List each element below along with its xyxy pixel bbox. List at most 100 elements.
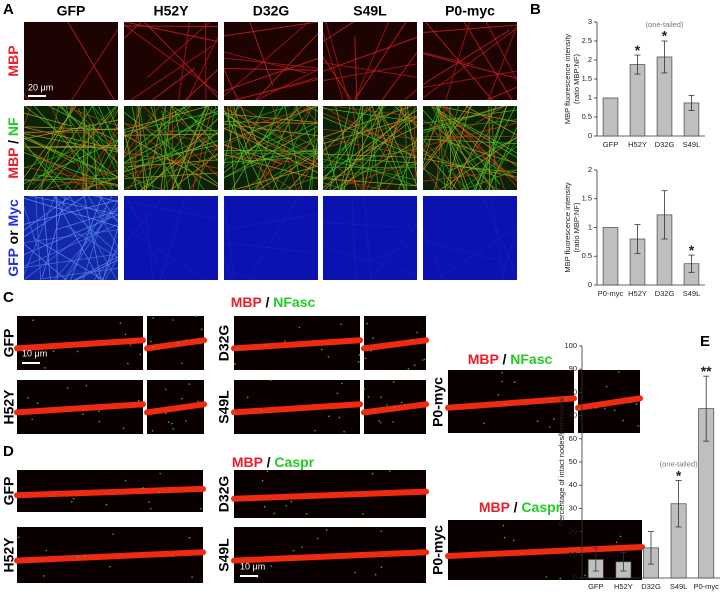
fiber: [141, 106, 209, 190]
fiber: [323, 128, 417, 139]
puncta: [595, 407, 597, 409]
fiber: [323, 106, 374, 152]
fiber: [366, 106, 407, 190]
puncta: [181, 397, 183, 400]
puncta: [370, 350, 372, 352]
fiber: [381, 51, 417, 100]
puncta: [410, 339, 413, 342]
fiber: [124, 106, 210, 131]
y-tick-label: 0: [573, 573, 577, 582]
heading-part: /: [262, 294, 274, 310]
fiber: [159, 106, 218, 152]
fiber: [423, 106, 505, 132]
fiber: [423, 229, 444, 280]
puncta: [265, 344, 267, 346]
fiber: [398, 106, 417, 126]
puncta: [184, 420, 187, 422]
fiber: [460, 169, 517, 190]
row-label-part: MBP: [5, 148, 21, 179]
fiber: [224, 22, 318, 37]
error-bar: [634, 224, 641, 254]
fiber: [57, 106, 118, 153]
fiber: [460, 145, 517, 190]
puncta: [43, 367, 46, 369]
fiber: [233, 106, 251, 160]
fiber: [325, 22, 349, 100]
fiber: [162, 133, 201, 190]
fiber: [124, 122, 164, 151]
puncta: [45, 549, 48, 552]
x-tick-label: GFP: [588, 582, 603, 591]
fiber: [125, 228, 207, 280]
fiber: [32, 108, 118, 190]
fiber: [128, 159, 218, 167]
panel-label: D: [3, 443, 14, 460]
puncta: [109, 565, 111, 568]
fiber: [94, 122, 118, 178]
image-label: S49L: [216, 390, 232, 424]
puncta: [372, 337, 374, 339]
fiber: [385, 144, 417, 190]
fiber: [361, 106, 364, 190]
fiber: [24, 179, 118, 187]
fiber: [484, 139, 517, 190]
y-tick-label: 3: [588, 17, 592, 26]
heading-part: NFasc: [510, 351, 552, 367]
fibers: [224, 106, 318, 190]
fiber: [24, 205, 39, 248]
fiber: [236, 106, 318, 149]
fiber: [83, 106, 118, 175]
note: (one-tailed): [646, 20, 684, 29]
x-tick-label: P0-myc: [693, 582, 719, 591]
y-tick-label: 1: [588, 222, 592, 231]
y-tick-label: 80: [569, 387, 577, 396]
fiber: [82, 207, 107, 280]
puncta: [199, 342, 201, 345]
fiber: [197, 106, 217, 190]
fiber: [24, 106, 118, 179]
fibers: [323, 106, 417, 190]
puncta: [266, 470, 269, 473]
puncta: [505, 403, 507, 406]
y-tick-label: 30: [569, 503, 577, 512]
fiber: [24, 112, 72, 127]
puncta: [503, 536, 506, 539]
y-tick-label: 50: [569, 457, 577, 466]
error-bar: [675, 480, 682, 528]
row-label-part: /: [5, 136, 21, 148]
fiber: [124, 130, 143, 190]
fiber: [129, 45, 213, 100]
fiber: [242, 137, 318, 190]
fiber: [295, 106, 318, 160]
fiber: [257, 151, 318, 190]
fiber: [174, 111, 191, 190]
puncta: [328, 415, 330, 418]
puncta: [246, 396, 249, 399]
fiber: [62, 106, 118, 127]
puncta: [374, 573, 377, 576]
fiber: [40, 106, 60, 190]
puncta: [386, 404, 388, 406]
fibers: [323, 22, 417, 100]
puncta: [497, 394, 500, 396]
puncta: [378, 419, 380, 422]
fiber: [169, 106, 218, 162]
fiber: [32, 237, 105, 280]
puncta: [320, 348, 323, 351]
puncta: [105, 342, 107, 345]
fiber: [323, 115, 417, 145]
fiber: [24, 135, 118, 180]
puncta: [622, 419, 624, 422]
fiber: [224, 106, 303, 174]
fiber: [339, 106, 384, 190]
fiber: [224, 113, 318, 165]
fiber: [24, 253, 118, 268]
fiber: [423, 148, 457, 190]
fiber: [104, 256, 118, 280]
fiber: [24, 214, 118, 256]
fiber: [231, 106, 284, 190]
puncta: [637, 425, 640, 427]
row-label: MBP: [5, 45, 21, 76]
puncta: [290, 500, 293, 503]
